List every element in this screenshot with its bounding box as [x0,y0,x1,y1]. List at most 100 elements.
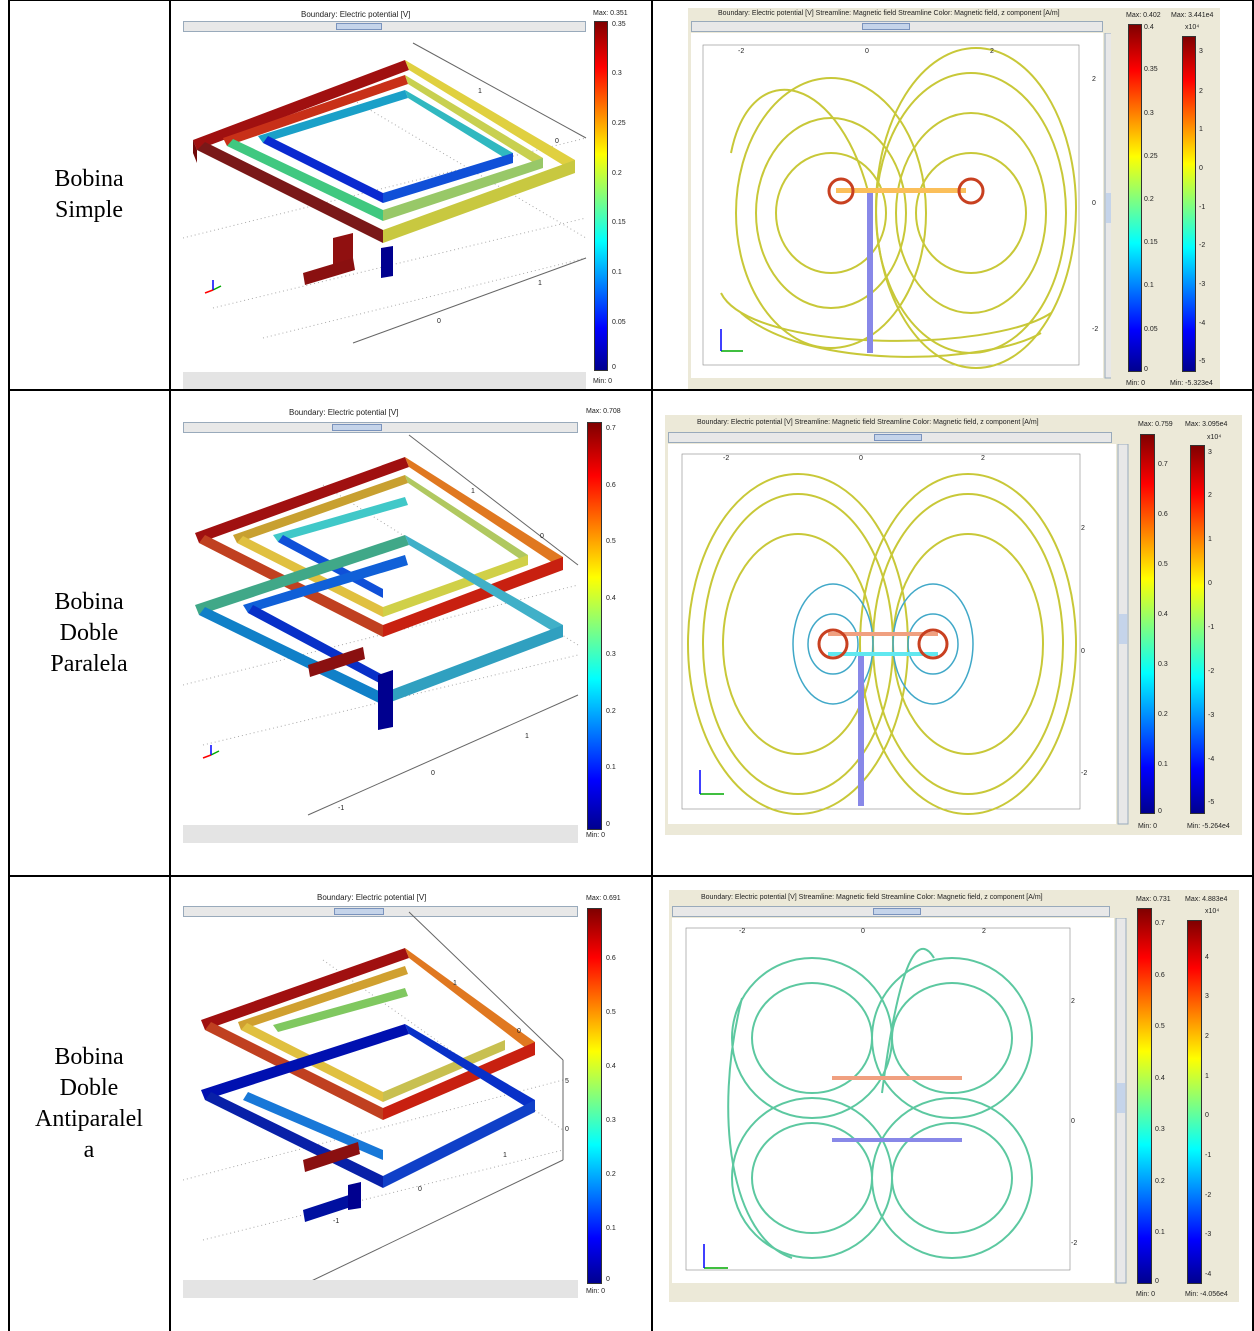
scroll-thumb[interactable] [862,23,910,30]
colorbar-tick: 0.15 [612,219,626,226]
colorbar-potential [1140,434,1155,814]
plot-title: Boundary: Electric potential [V] [289,408,399,417]
axis-label: 0 [431,770,435,777]
axis-label: 1 [471,488,475,495]
axis-tick: 0 [1092,200,1096,207]
colorbar-tick: 0.6 [1158,511,1168,518]
row-label-line: Bobina [54,1044,124,1070]
scroll-thumb[interactable] [336,23,382,30]
colorbar-potential [1137,908,1152,1284]
colorbar-potential [1128,24,1142,372]
colorbar-tick: -5 [1199,358,1206,365]
colorbar-tick: 2 [1199,88,1203,95]
colorbar-tick: 0.3 [1155,1126,1165,1133]
colorbar-tick: 0.7 [606,425,616,432]
colorbar-tick: 0.6 [1155,972,1165,979]
scroll-thumb[interactable] [873,908,921,915]
horizontal-scrollbar[interactable] [183,906,578,917]
streamline-render [668,444,1129,825]
axis-label: 1 [538,280,542,287]
colorbar-tick: 3 [1199,48,1203,55]
axis-label: -1 [338,805,345,812]
colorbar-tick: 0.2 [612,170,622,177]
colorbar-max-label: Max: 4.883e4 [1185,896,1228,903]
colorbar-tick: 0.5 [1155,1023,1165,1030]
axis-label: 0 [555,138,559,145]
axis-tick: 0 [1081,648,1085,655]
table-divider [8,875,1253,877]
coil-3d-render [183,434,579,816]
colorbar-tick: -1 [1199,204,1206,211]
colorbar-max-label: Max: 0.708 [586,408,621,415]
colorbar-tick: 0 [606,1276,610,1283]
colorbar-tick: 0 [1144,366,1148,373]
horizontal-scrollbar[interactable] [183,422,578,433]
colorbar-tick: 0 [1155,1278,1159,1285]
axis-tick: 2 [981,455,985,462]
horizontal-scrollbar[interactable] [668,432,1112,443]
colorbar-tick: 0.3 [1158,661,1168,668]
streamline-plot-paralela: Boundary: Electric potential [V] Streaml… [665,415,1242,835]
axis-tick: 0 [1071,1118,1075,1125]
colorbar-tick: -3 [1205,1231,1212,1238]
colorbar-tick: -1 [1205,1152,1212,1159]
coil-potential-plot-simple: Boundary: Electric potential [V] 1 [183,8,642,389]
colorbar-tick: 0.15 [1144,239,1158,246]
colorbar-tick: 0.2 [1155,1178,1165,1185]
colorbar-tick: -2 [1199,242,1206,249]
axis-tick: 0 [865,48,869,55]
colorbar-exponent: x10⁴ [1205,908,1220,915]
colorbar-tick: 0.1 [1155,1229,1165,1236]
colorbar-tick: 0.4 [1155,1075,1165,1082]
colorbar-tick: 0.2 [606,708,616,715]
coil-3d-render [183,911,564,1286]
axis-label: 0 [540,533,544,540]
colorbar-tick: 0 [1205,1112,1209,1119]
colorbar-tick: -4 [1205,1271,1212,1278]
colorbar-tick: 1 [1208,536,1212,543]
colorbar [587,908,602,1284]
axis-tick: -2 [738,48,745,55]
colorbar-min-label: Min: 0 [1138,823,1158,830]
colorbar-tick: 0.4 [606,1063,616,1070]
axis-label: 1 [503,1152,507,1159]
colorbar-tick: 3 [1208,449,1212,456]
colorbar-tick: 2 [1205,1033,1209,1040]
horizontal-scrollbar[interactable] [183,21,586,32]
scroll-thumb[interactable] [874,434,922,441]
table-divider [1252,0,1254,1331]
colorbar-tick: -3 [1199,281,1206,288]
row-label-line: Doble [59,1075,119,1101]
colorbar-exponent: x10⁴ [1207,434,1222,441]
row-label-line: Paralela [50,650,128,677]
axis-label: 0 [418,1186,422,1193]
scroll-thumb[interactable] [334,908,384,915]
colorbar-tick: 0.6 [606,482,616,489]
status-bar [183,1280,578,1298]
table-divider [651,0,653,1331]
colorbar-tick: 2 [1208,492,1212,499]
colorbar-tick: 0.25 [1144,153,1158,160]
colorbar-tick: 0.5 [1158,561,1168,568]
colorbar-tick: -2 [1208,668,1215,675]
colorbar-tick: -5 [1208,799,1215,806]
row-label-line: Bobina [54,165,124,192]
axis-label: 5 [565,1078,569,1085]
axis-tick: 2 [1071,998,1075,1005]
colorbar-tick: -2 [1205,1192,1212,1199]
axis-tick: 2 [1092,76,1096,83]
colorbar-tick: 0.1 [606,764,616,771]
colorbar-tick: 0.2 [1158,711,1168,718]
horizontal-scrollbar[interactable] [672,906,1110,917]
colorbar-tick: 0.7 [1158,461,1168,468]
plot-title: Boundary: Electric potential [V] [317,893,427,902]
axis-label: 1 [453,980,457,987]
horizontal-scrollbar[interactable] [691,21,1103,32]
colorbar-tick: 0.3 [606,1117,616,1124]
table-divider [8,389,1253,391]
colorbar-max-label: Max: 3.441e4 [1171,12,1214,19]
colorbar-min-label: Min: -4.056e4 [1185,1291,1228,1298]
scroll-thumb[interactable] [332,424,382,431]
colorbar-min-label: Min: -5.323e4 [1170,380,1213,387]
table-divider [169,0,171,1331]
